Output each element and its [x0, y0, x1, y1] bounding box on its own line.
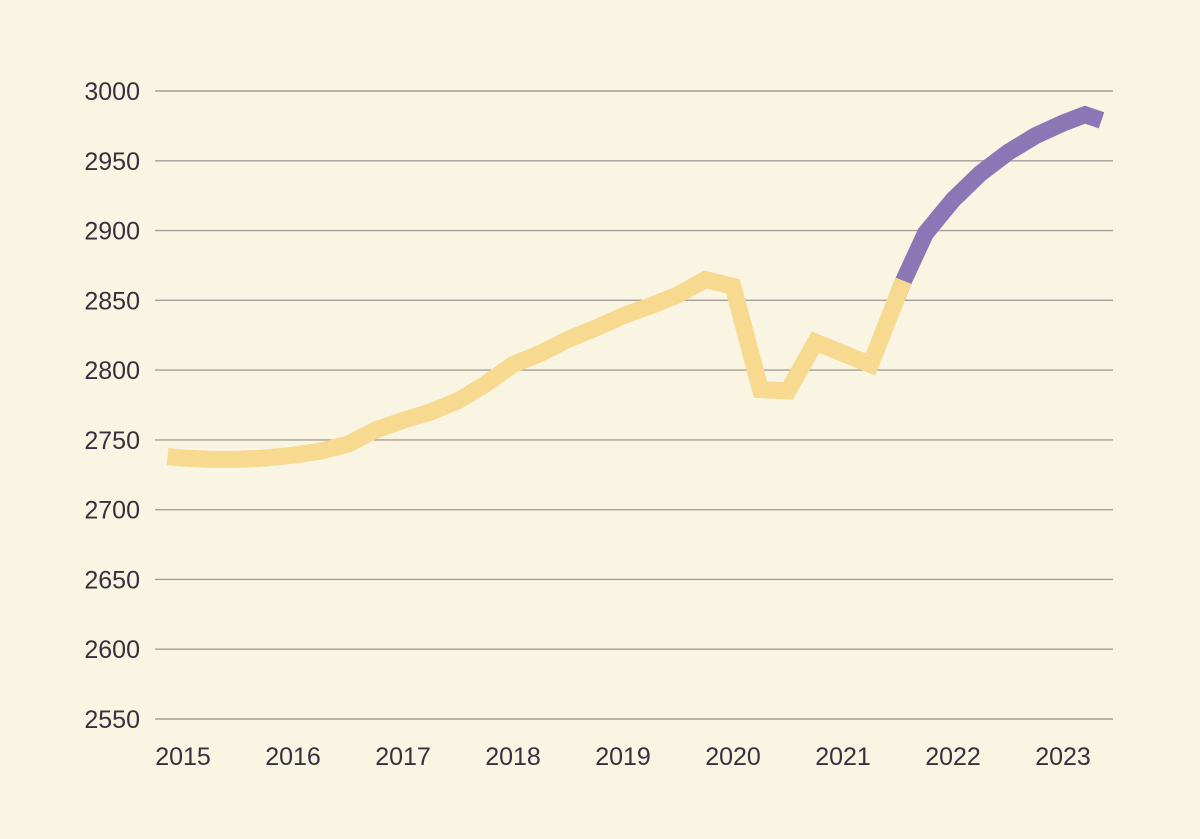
y-axis-tick-label: 2700	[84, 497, 140, 525]
forecast-series-line	[888, 105, 1105, 301]
y-axis-tick-label: 2850	[84, 287, 140, 315]
x-axis-tick-label: 2016	[265, 743, 321, 771]
historical-series-line	[166, 270, 912, 468]
y-axis-tick-label: 2650	[84, 566, 140, 594]
x-axis-tick-label: 2015	[155, 743, 211, 771]
x-axis-tick-label: 2022	[925, 743, 981, 771]
x-axis-tick-label: 2017	[375, 743, 431, 771]
y-axis-tick-label: 2550	[84, 706, 140, 734]
gridlines-group	[155, 90, 1113, 720]
x-axis-tick-label: 2018	[485, 743, 541, 771]
y-axis-tick-label: 2900	[84, 218, 140, 246]
y-axis-tick-label: 2950	[84, 148, 140, 176]
y-axis-labels-group: 2550 2600 2650 2700 2750 2800 2850 2900 2950 3000	[84, 78, 140, 734]
x-axis-tick-label: 2020	[705, 743, 761, 771]
x-axis-tick-label: 2023	[1035, 743, 1091, 771]
y-axis-tick-label: 3000	[84, 78, 140, 106]
y-axis-tick-label: 2800	[84, 357, 140, 385]
x-axis-tick-label: 2019	[595, 743, 651, 771]
series-group	[166, 105, 1105, 468]
y-axis-tick-label: 2750	[84, 427, 140, 455]
x-axis-labels-group: 2015 2016 2017 2018 2019 2020 2021 2022 2023	[155, 743, 1091, 771]
y-axis-tick-label: 2600	[84, 636, 140, 664]
x-axis-tick-label: 2021	[815, 743, 871, 771]
